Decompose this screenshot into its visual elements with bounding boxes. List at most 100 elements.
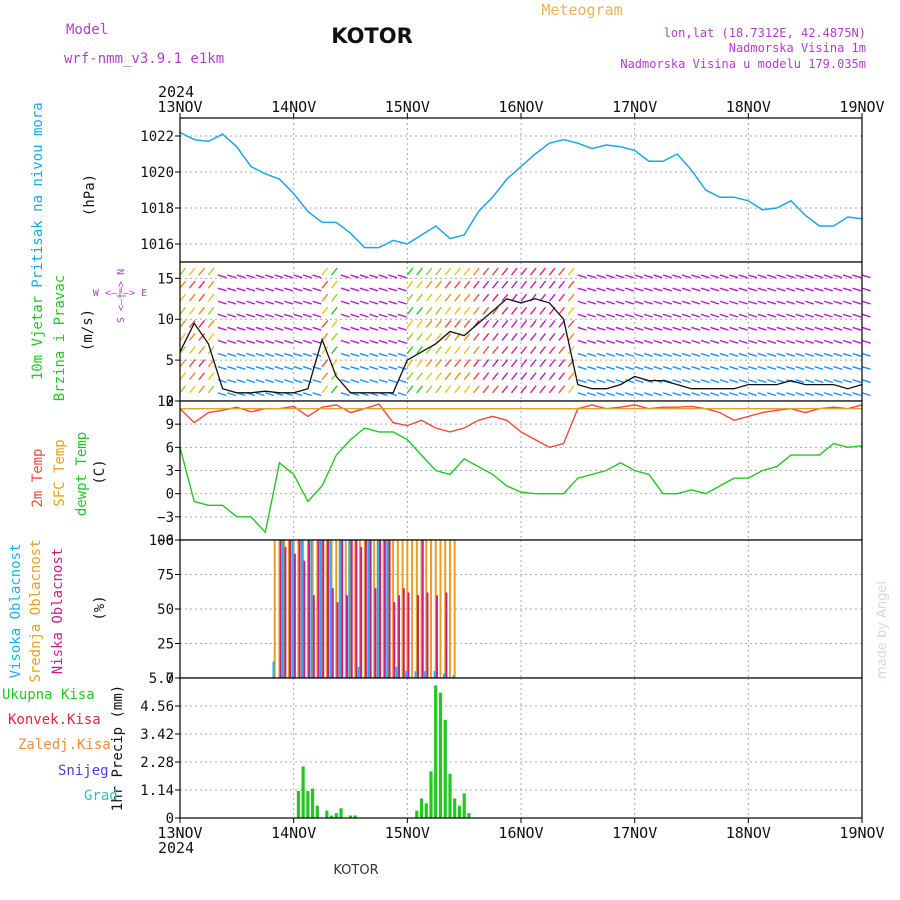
precip-bar [424, 803, 428, 818]
y-tick-label: 6 [166, 440, 174, 456]
wind-barb [529, 385, 537, 394]
wind-barb [823, 339, 833, 344]
wind-barb [473, 385, 480, 394]
wind-barb [416, 280, 423, 289]
wind-barb [672, 326, 682, 331]
wind-barb [814, 392, 824, 397]
wind-barb [482, 319, 490, 328]
wind-barb [425, 280, 433, 289]
wind-barb [548, 372, 556, 381]
y-axis-title: (%) [92, 595, 108, 620]
wind-barb [246, 300, 256, 305]
wind-barb [274, 365, 284, 370]
wind-barb [757, 352, 767, 357]
wind-barb [814, 365, 824, 370]
wind-barb [179, 293, 187, 302]
wind-barb [378, 379, 388, 384]
wind-barb [369, 300, 379, 305]
wind-barb [748, 326, 758, 331]
wind-barb [606, 379, 616, 384]
wind-barb [350, 365, 360, 370]
precip-bar [462, 793, 466, 818]
wind-barb [596, 274, 606, 279]
wind-barb [340, 300, 350, 305]
model-elevation-text: Nadmorska Visina u modelu 179.035m [620, 57, 866, 71]
y-tick-label: 1.14 [140, 783, 174, 799]
wind-barb [643, 352, 653, 357]
wind-barb [255, 339, 265, 344]
wind-barb [236, 287, 246, 292]
wind-barb [359, 379, 369, 384]
wind-barb [767, 287, 777, 292]
wind-barb [188, 306, 196, 315]
wind-barb [795, 274, 805, 279]
wind-barb [786, 287, 796, 292]
wind-barb [388, 313, 398, 318]
wind-barb [757, 313, 767, 318]
wind-barb [662, 365, 672, 370]
precip-bar [438, 692, 443, 818]
wind-barb [539, 306, 547, 315]
y-tick-label: 0 [166, 487, 174, 503]
wind-barb [454, 267, 461, 276]
wind-barb [359, 274, 369, 279]
wind-barb [350, 287, 360, 292]
wind-barb [321, 385, 329, 394]
wind-barb [265, 352, 275, 357]
wind-barb [350, 339, 360, 344]
wind-barb [302, 326, 312, 331]
wind-barb [577, 326, 587, 331]
precip-bar [434, 685, 438, 818]
y-axis-title: Brzina i Pravac [52, 275, 68, 401]
wind-barb [852, 326, 862, 331]
wind-barb [558, 372, 566, 381]
wind-barb [738, 352, 748, 357]
wind-barb [312, 392, 322, 397]
wind-barb [312, 326, 322, 331]
wind-barb [539, 332, 547, 341]
y-axis-title: Niska Oblacnost [50, 548, 66, 674]
wind-barb [397, 326, 407, 331]
precip-bar [419, 798, 424, 818]
wind-barb [520, 267, 528, 276]
wind-barb [444, 332, 452, 341]
wind-barb [776, 300, 786, 305]
wind-barb [265, 379, 275, 384]
wind-barb [388, 352, 398, 357]
wind-barb [672, 300, 682, 305]
wind-barb [321, 267, 329, 276]
wind-barb [207, 319, 215, 328]
wind-barb [302, 300, 312, 305]
wind-barb [681, 379, 691, 384]
wind-barb [312, 352, 322, 357]
wind-barb [255, 365, 265, 370]
wind-barb [548, 385, 556, 394]
wind-barb [691, 287, 701, 292]
wind-barb [473, 346, 480, 355]
wind-barb [795, 287, 805, 292]
wind-barb [624, 274, 635, 279]
y-tick-label: 5 [166, 353, 174, 369]
x-tick-label-top: 18NOV [726, 98, 771, 116]
wind-barb [577, 339, 587, 344]
wind-barb [662, 300, 672, 305]
wind-barb [615, 352, 625, 357]
wind-barb [833, 365, 843, 370]
wind-barb [786, 392, 796, 397]
x-tick-label-top: 14NOV [271, 98, 316, 116]
wind-barb [293, 287, 303, 292]
y-tick-label: 2.28 [140, 755, 174, 771]
wind-barb [606, 392, 616, 397]
wind-barb [406, 359, 414, 368]
wind-barb [369, 365, 379, 370]
wind-barb [331, 332, 338, 341]
wind-barb [435, 372, 442, 381]
wind-barb [265, 274, 275, 279]
wind-barb [198, 385, 206, 394]
wind-barb [643, 300, 653, 305]
wind-barb [681, 352, 691, 357]
wind-barb [501, 306, 509, 315]
wind-barb [710, 287, 720, 292]
wind-barb [473, 280, 480, 289]
wind-barb [691, 313, 701, 318]
